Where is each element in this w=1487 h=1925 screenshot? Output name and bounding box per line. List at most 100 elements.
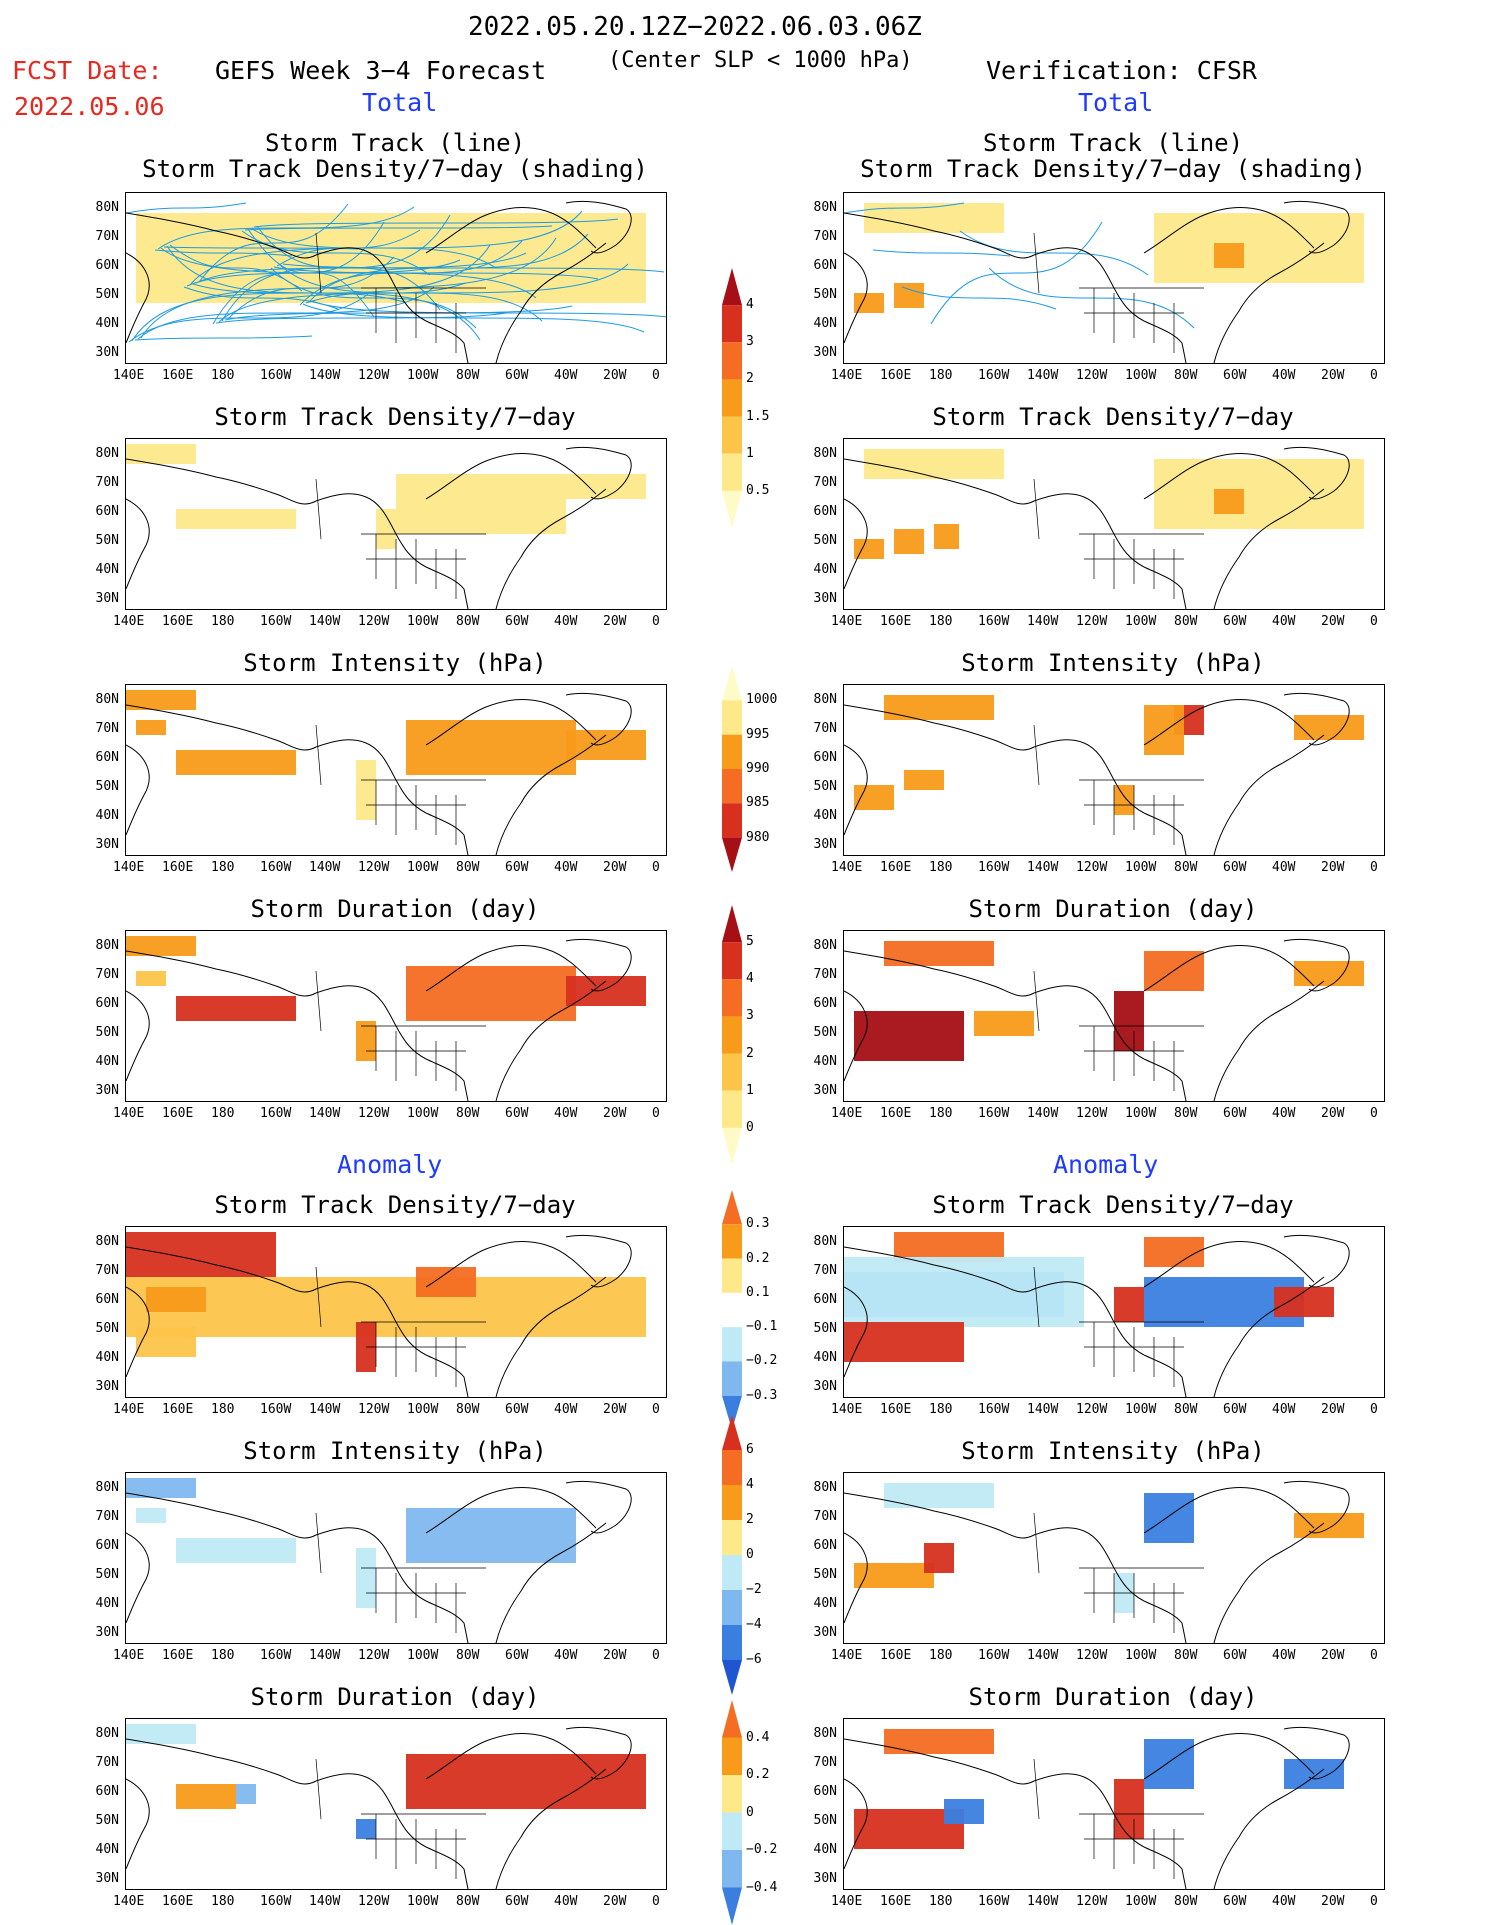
forecast-title: GEFS Week 3−4 Forecast [215,56,547,85]
lat-label: 40N [95,1596,119,1611]
lon-label: 100W [1125,368,1157,383]
lat-label: 50N [813,1025,837,1040]
lon-label: 160W [978,614,1010,629]
lon-label: 160E [162,1648,194,1663]
panel-title-4-left: Storm Track Density/7−day [214,1191,576,1219]
lon-label: 160W [978,1106,1010,1121]
lon-label: 100W [407,368,439,383]
colorbar-label: 2 [746,1512,754,1527]
lat-label: 60N [95,1538,119,1553]
lat-label: 60N [95,258,119,273]
lon-label: 160E [880,1894,912,1909]
colorbar-label: 4 [746,297,754,313]
lat-label: 70N [95,967,119,982]
shaded-region [1144,1237,1204,1267]
lat-label: 50N [813,1813,837,1828]
shaded-region [176,996,296,1021]
colorbar-label: 1.5 [746,408,770,424]
lon-label: 160W [260,1402,292,1417]
lat-label: 30N [813,1379,837,1394]
lon-label: 0 [652,368,660,383]
lon-label: 180 [211,368,235,383]
lon-label: 180 [929,1894,953,1909]
lat-label: 80N [813,1726,837,1741]
lon-label: 140W [309,1894,341,1909]
lat-label: 70N [813,475,837,490]
lat-label: 70N [813,1263,837,1278]
lon-label: 80W [456,614,480,629]
colorbar-label: 0 [746,1547,754,1562]
lon-label: 60W [1223,614,1247,629]
colorbar-label: 0.3 [746,1216,770,1232]
lat-label: 30N [95,1625,119,1640]
panel-title-2-left: Storm Intensity (hPa) [243,649,547,677]
slp-condition: (Center SLP < 1000 hPa) [608,48,913,73]
lat-label: 40N [95,808,119,823]
lat-label: 30N [95,591,119,606]
map-panel-3-right [843,930,1385,1102]
lon-label: 40W [554,1648,578,1663]
lon-label: 140W [1027,1894,1059,1909]
lat-label: 30N [813,1083,837,1098]
lon-label: 120W [358,860,390,875]
shaded-region [146,1287,206,1312]
lon-label: 100W [407,1402,439,1417]
lon-label: 140W [1027,368,1059,383]
lon-label: 80W [456,1106,480,1121]
map-panel-2-right [843,684,1385,856]
shaded-region [1214,489,1244,514]
colorbar-label: 4 [746,1477,754,1492]
lon-label: 160E [162,1894,194,1909]
lat-label: 50N [813,1567,837,1582]
shaded-region [376,509,396,549]
shaded-region [176,1784,236,1809]
lat-label: 80N [95,446,119,461]
lat-label: 50N [95,1813,119,1828]
map-panel-0-left [125,192,667,364]
colorbar-label: 0.4 [746,1729,770,1745]
lon-label: 140E [831,1894,863,1909]
lon-label: 80W [1174,1648,1198,1663]
lon-label: 0 [652,614,660,629]
shaded-region [924,1543,954,1573]
shaded-region [894,283,924,308]
lat-label: 60N [813,1292,837,1307]
panel-title-2-right: Storm Intensity (hPa) [961,649,1265,677]
lon-label: 40W [554,614,578,629]
lat-label: 40N [95,1054,119,1069]
lon-label: 60W [1223,1106,1247,1121]
lon-label: 40W [554,860,578,875]
lon-label: 0 [652,860,660,875]
verification-label: Verification: CFSR [986,56,1257,85]
shaded-region [356,1819,376,1839]
colorbar-label: −0.4 [746,1879,778,1895]
panel-title-6-left: Storm Duration (day) [250,1683,540,1711]
map-panel-0-right [843,192,1385,364]
lon-label: 60W [505,368,529,383]
shaded-region [406,1754,646,1809]
lon-label: 0 [1370,1402,1378,1417]
lon-label: 100W [1125,1402,1157,1417]
lat-label: 80N [813,938,837,953]
lon-label: 180 [929,1106,953,1121]
lon-label: 80W [1174,1894,1198,1909]
lon-label: 140E [831,368,863,383]
lon-label: 20W [1321,860,1345,875]
lon-label: 140W [309,1106,341,1121]
lat-label: 60N [813,258,837,273]
lon-label: 140E [113,1402,145,1417]
lon-label: 160E [880,1106,912,1121]
lon-label: 160E [162,614,194,629]
shaded-region [126,936,196,956]
lon-label: 80W [456,368,480,383]
lat-label: 50N [95,1025,119,1040]
lon-label: 120W [358,1648,390,1663]
lon-label: 140E [831,1106,863,1121]
colorbar-label: 0 [746,1804,754,1820]
lat-label: 80N [95,692,119,707]
colorbar-label: −6 [746,1652,762,1667]
lat-label: 40N [813,1350,837,1365]
lat-label: 40N [813,1842,837,1857]
shaded-region [126,1277,646,1337]
lat-label: 30N [95,1871,119,1886]
